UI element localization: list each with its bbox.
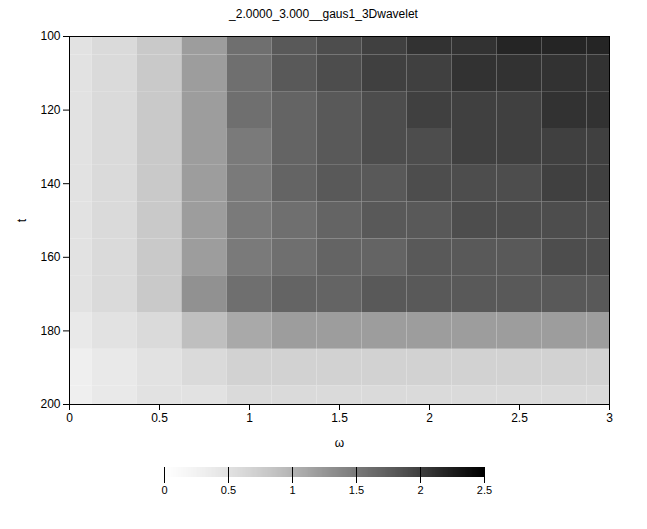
svg-text:2.5: 2.5 [511, 411, 528, 425]
svg-text:2: 2 [417, 484, 423, 496]
svg-text:1.5: 1.5 [331, 411, 348, 425]
svg-text:3: 3 [606, 411, 613, 425]
svg-text:140: 140 [40, 177, 60, 191]
svg-text:120: 120 [40, 103, 60, 117]
svg-text:1.5: 1.5 [348, 484, 363, 496]
svg-text:0.5: 0.5 [151, 411, 168, 425]
svg-text:0: 0 [161, 484, 167, 496]
svg-text:100: 100 [40, 29, 60, 43]
svg-text:2.5: 2.5 [476, 484, 491, 496]
svg-text:ω: ω [334, 436, 343, 450]
svg-text:0.5: 0.5 [220, 484, 235, 496]
svg-text:200: 200 [40, 397, 60, 411]
svg-text:180: 180 [40, 324, 60, 338]
svg-text:t: t [15, 218, 29, 222]
html-text:_2.0000_3.000__gaus1_3Dwavelet: _2.0000_3.000__gaus1_3Dwavelet [229, 7, 418, 21]
svg-text:0: 0 [66, 411, 73, 425]
svg-text:2: 2 [426, 411, 433, 425]
svg-text:1: 1 [246, 411, 253, 425]
svg-text:160: 160 [40, 250, 60, 264]
svg-text:1: 1 [289, 484, 295, 496]
